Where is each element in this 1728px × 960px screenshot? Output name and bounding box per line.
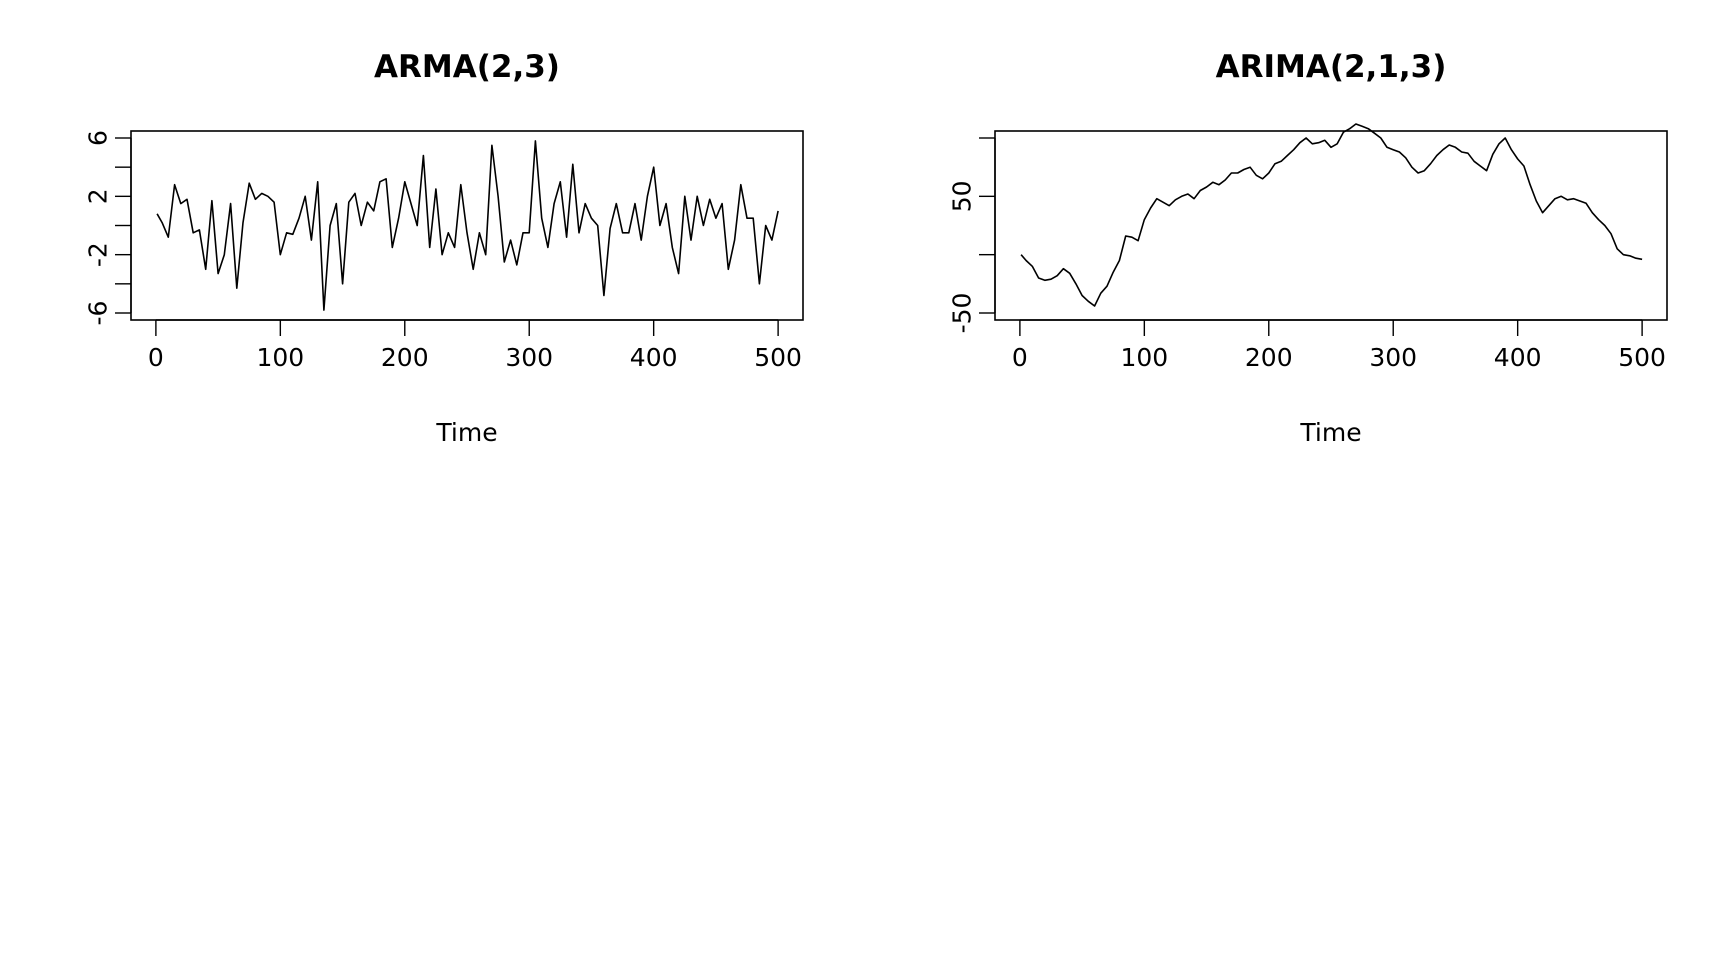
chart-panel-arma: ARMA(2,3) 0 100 200 300 400 500 -6 -2 2 6 Time <box>0 0 864 480</box>
y-tick-label: 2 <box>84 188 113 204</box>
x-tick-label: 0 <box>1012 343 1028 372</box>
x-tick-label: 100 <box>1120 343 1168 372</box>
y-tick-label: 6 <box>84 130 113 146</box>
y-tick-label: -2 <box>84 242 113 267</box>
x-tick-label: 100 <box>256 343 304 372</box>
x-tick-label: 200 <box>1245 343 1293 372</box>
chart-title: ARMA(2,3) <box>374 49 560 85</box>
x-tick-label: 300 <box>1369 343 1417 372</box>
y-tick-label: 50 <box>948 180 977 212</box>
series-line <box>1020 123 1643 307</box>
x-tick-label: 200 <box>381 343 429 372</box>
x-tick-label: 500 <box>1618 343 1666 372</box>
chart-panel-arima: ARIMA(2,1,3) 0 100 200 300 400 500 -50 50 Time <box>864 0 1728 480</box>
x-tick-label: 0 <box>148 343 164 372</box>
y-tick-label: -50 <box>948 293 977 334</box>
arma-line-chart: ARMA(2,3) 0 100 200 300 400 500 -6 -2 2 6 Time <box>84 49 804 447</box>
x-tick-label: 400 <box>630 343 678 372</box>
x-tick-label: 500 <box>754 343 802 372</box>
x-axis-label: Time <box>1299 418 1361 447</box>
plot-frame <box>994 130 1668 321</box>
x-tick-label: 400 <box>1494 343 1542 372</box>
series-line <box>156 140 779 311</box>
arima-line-chart: ARIMA(2,1,3) 0 100 200 300 400 500 -50 50 Time <box>948 49 1668 447</box>
chart-title: ARIMA(2,1,3) <box>1216 49 1447 85</box>
x-tick-label: 300 <box>505 343 553 372</box>
y-tick-label: -6 <box>84 301 113 326</box>
x-axis-label: Time <box>435 418 497 447</box>
